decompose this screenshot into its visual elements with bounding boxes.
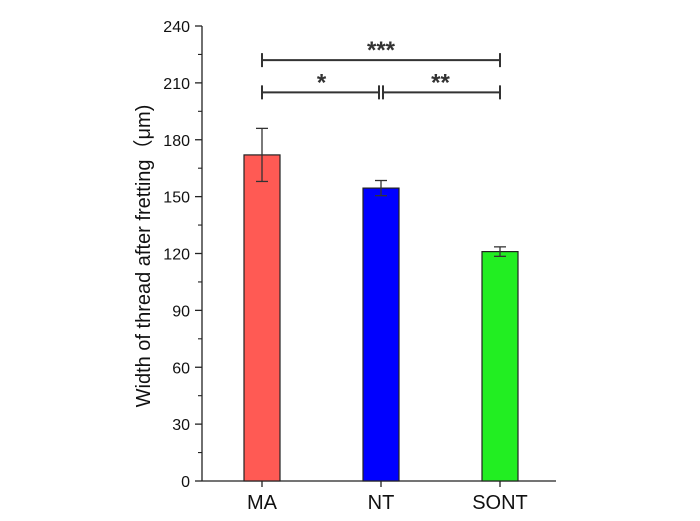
- y-tick-label: 120: [163, 247, 190, 264]
- x-tick-labels: MA NT SONT: [247, 481, 528, 514]
- y-tick-label: 60: [172, 360, 190, 377]
- y-tick-label: 30: [172, 417, 190, 434]
- y-tick-label: 240: [163, 19, 190, 36]
- bar-sont: [481, 251, 519, 482]
- y-axis-label: Width of thread after fretting（μm): [132, 105, 155, 408]
- significance-label: ***: [367, 37, 396, 64]
- y-tick-label: 210: [163, 76, 190, 93]
- x-tick-label-ma: MA: [247, 492, 278, 514]
- y-tick-label: 90: [172, 303, 190, 320]
- significance-label: **: [431, 69, 450, 96]
- x-tick-label-sont: SONT: [472, 492, 528, 514]
- y-tick-label: 180: [163, 133, 190, 150]
- significance-brackets: * *****: [261, 37, 501, 100]
- bars: [243, 154, 519, 482]
- x-tick-label-nt: NT: [368, 492, 395, 514]
- significance-label: *: [317, 69, 327, 96]
- bar-nt: [362, 187, 400, 482]
- bar-ma: [243, 154, 281, 482]
- y-ticks: 0 30 60 90 120 150 180 210 240: [163, 19, 202, 491]
- y-tick-label: 150: [163, 190, 190, 207]
- y-tick-label: 0: [181, 474, 190, 491]
- error-bars: [256, 127, 506, 257]
